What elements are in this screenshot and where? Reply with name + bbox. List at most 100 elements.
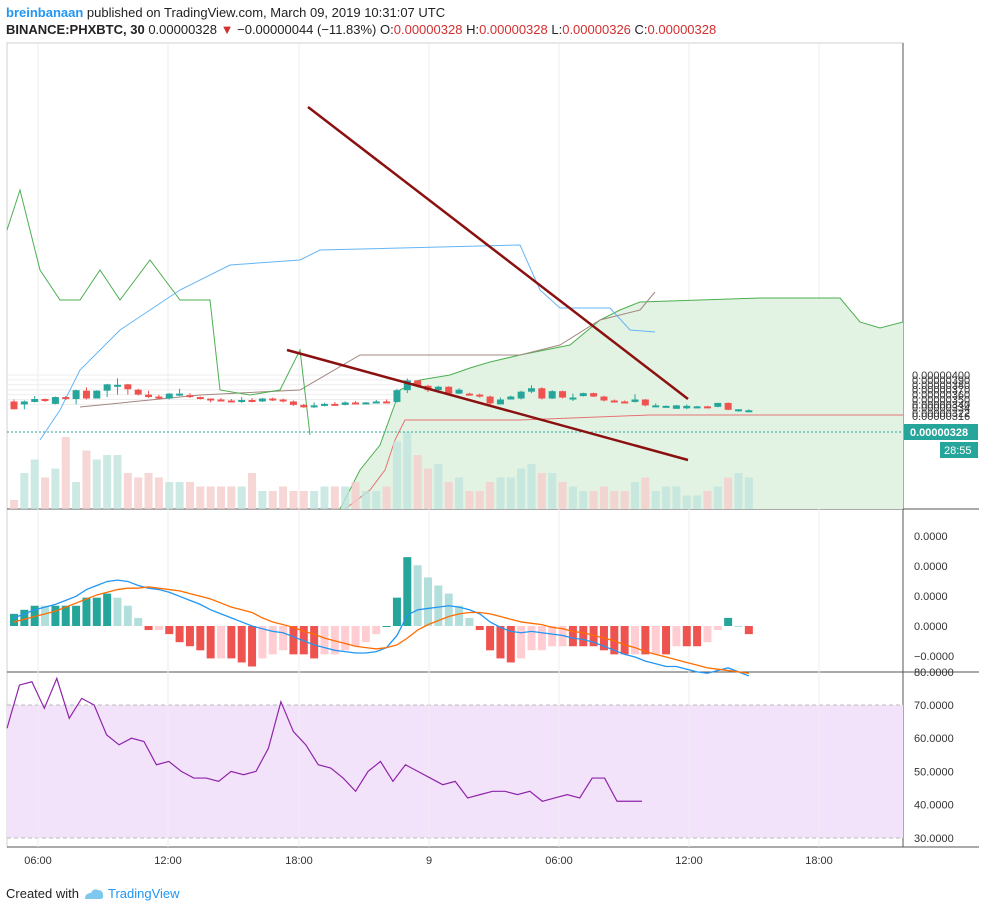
volume-bar [72,482,81,509]
footer: Created with TradingView [6,886,180,901]
trendlines[interactable] [286,106,689,462]
volume-bar [217,486,225,509]
candle-body [735,409,742,412]
macd-tick-label: 0.0000 [914,621,948,633]
macd-histogram-bar [20,609,29,626]
time-tick-label: 06:00 [24,855,52,867]
macd-histogram-bar [713,626,722,631]
candle-body [145,394,153,398]
macd-histogram-bar [258,626,267,659]
candle-body [165,393,173,399]
volume-bar [51,468,60,509]
volume-bar [662,486,671,509]
volume-bar [620,491,629,509]
macd-histogram-bar [475,626,484,631]
candlesticks[interactable] [10,378,753,413]
volume-bar [154,477,163,509]
time-tick-label: 18:00 [805,855,833,867]
price-tick-label: 0.00000360 [912,390,970,402]
volume-bar [403,432,412,509]
candle-body [134,389,142,395]
price-tick-label: 0.00000370 [912,385,970,397]
volume-bar [682,495,691,509]
volume-bar [268,491,277,509]
volume-bar [351,482,360,509]
candle-body [383,401,391,404]
macd-histogram-bar [641,626,650,655]
volume-bar [558,482,567,509]
volume-bar [372,491,381,509]
candle-body [51,397,59,404]
macd-histogram-bar [196,626,205,651]
high-value: 0.00000328 [479,22,548,37]
volume-bar [475,491,484,509]
ichimoku-cloud [6,188,904,510]
macd-histogram-bar [341,626,350,651]
macd-histogram-bar [154,626,163,631]
volume-bar [599,486,608,509]
down-arrow-icon: ▼ [220,22,234,37]
candle-body [403,380,411,391]
price-tick-label: 0.00000340 [912,399,970,411]
candle-body [600,396,608,401]
macd-histogram-bar [517,626,526,659]
volume-bar [713,486,722,509]
candle-body [155,396,163,399]
macd-histogram-bar [434,585,443,626]
volume-bar [196,486,205,509]
leading-span-a [339,297,904,510]
cloud-fill [340,298,903,509]
lower-trendline[interactable] [286,348,689,462]
candle-body [652,405,660,408]
macd-histogram-bar [682,626,691,647]
candle-body [610,400,618,403]
macd-histogram-bar [455,605,464,626]
volume-bar [237,486,246,509]
candle-body [579,393,587,397]
volume-bar [424,468,432,509]
countdown-label: 28:55 [944,445,972,457]
volume-bar [185,482,194,509]
volume-bar [392,441,401,509]
candle-body [289,401,297,405]
brand-name: TradingView [107,886,180,901]
price-tick-label: 0.00000390 [912,375,970,387]
candle-body [269,398,277,401]
tradingview-cloud-icon [84,888,104,899]
candle-body [341,402,349,405]
candle-body [93,390,101,399]
macd-histogram-bar [392,597,401,626]
candle-body [703,406,711,409]
tradingview-logo[interactable]: TradingView [83,886,180,901]
candle-body [445,386,453,394]
volume-bar [123,473,132,509]
macd-histogram-bar [444,593,453,626]
author-name[interactable]: breinbanaan [6,5,84,20]
macd-histogram-bar [413,565,422,626]
volume-bar [103,455,112,509]
last-price: 0.00000328 [148,22,217,37]
candle-body [72,390,80,400]
volume-bar [455,477,464,509]
candle-body [393,390,401,402]
volume-bar [579,491,588,509]
macd-histogram-bar [72,605,81,626]
volume-bar [444,482,453,509]
macd-histogram-bar [506,626,515,663]
macd-histogram-bar [248,626,257,667]
candle-body [724,402,732,410]
candle-body [31,399,39,402]
candle-body [683,405,691,409]
upper-trendline[interactable] [307,106,689,400]
macd-histogram-bar [51,605,60,626]
volume-bar [258,491,267,509]
rsi-band [7,705,903,838]
volume-bar [465,491,474,509]
candle-body [434,386,442,391]
time-tick-label: 18:00 [285,855,313,867]
macd-histogram-bar [579,626,588,647]
open-value: 0.00000328 [393,22,463,37]
volume-bar [434,464,443,509]
publish-info: breinbanaan published on TradingView.com… [6,5,445,20]
